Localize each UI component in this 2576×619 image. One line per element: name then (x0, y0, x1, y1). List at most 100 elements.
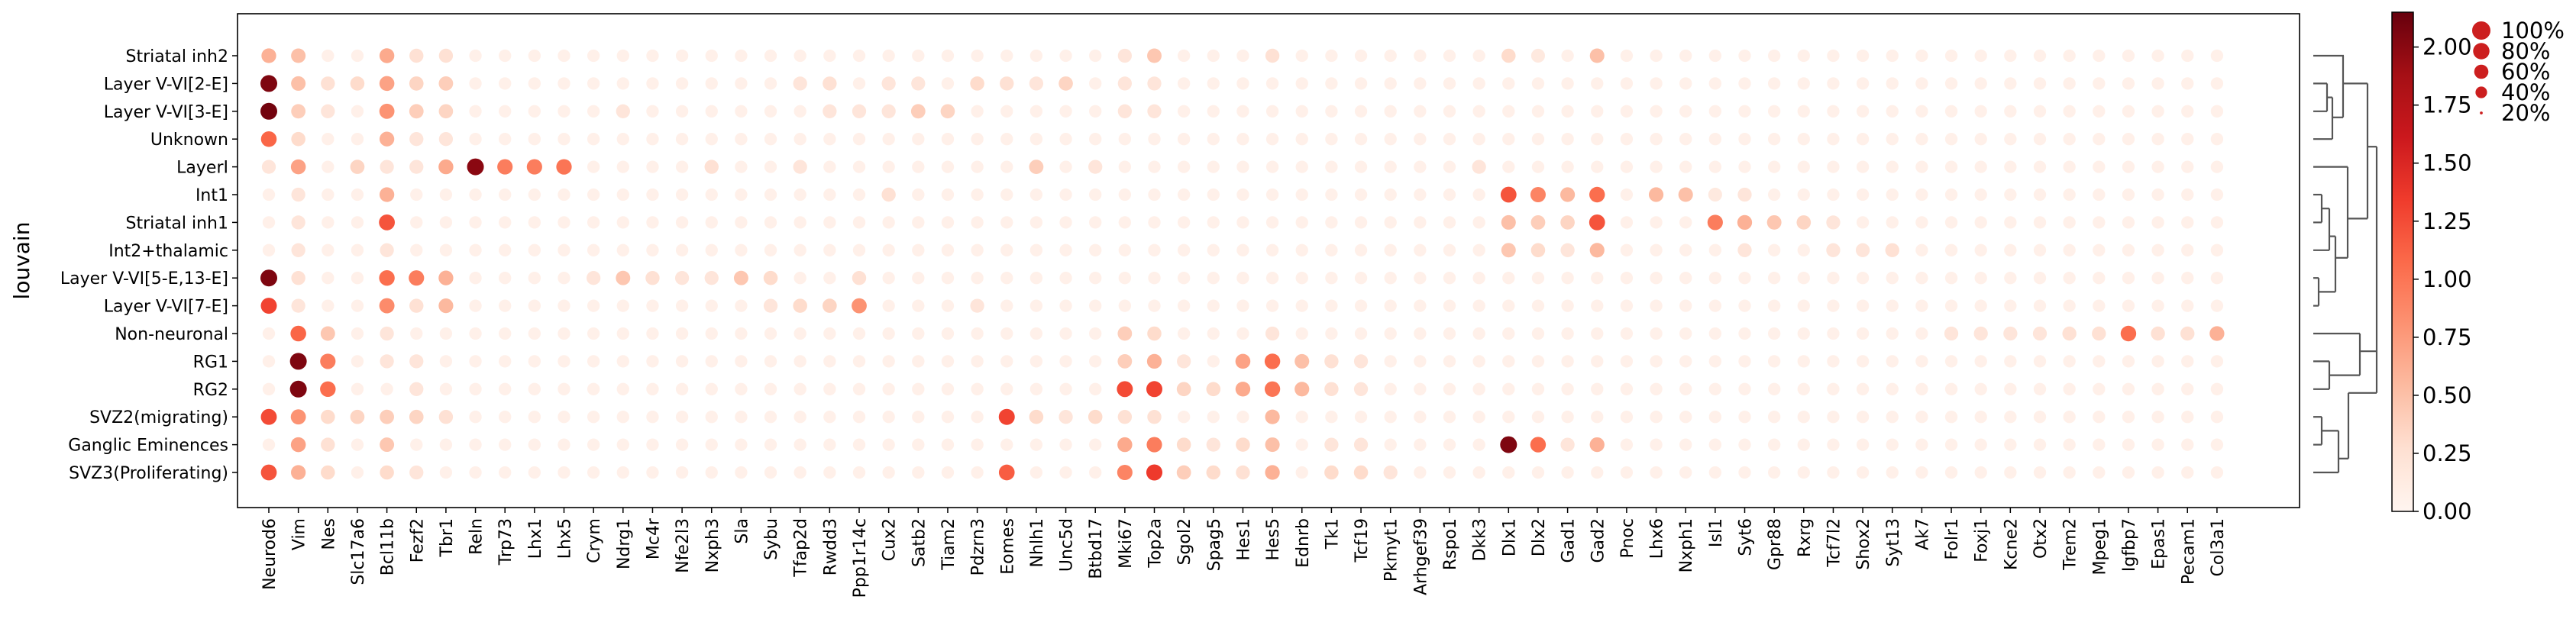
dot (262, 188, 276, 201)
dot (793, 133, 806, 146)
dot (2210, 272, 2224, 285)
dot (1059, 466, 1072, 479)
dot (1443, 272, 1456, 285)
dot (1325, 411, 1338, 424)
dot (1353, 465, 1369, 480)
dot (1443, 49, 1456, 63)
dot (1265, 77, 1279, 90)
dot (1915, 243, 1928, 256)
dot (1915, 299, 1928, 312)
column-label: Dlx1 (1500, 518, 1519, 556)
row-label: Layer V-VI[3-E] (104, 103, 228, 122)
dot (1856, 216, 1870, 229)
dot (2092, 326, 2106, 341)
size-legend-label: 80% (2501, 38, 2550, 64)
column-label: Pnoc (1618, 518, 1637, 558)
dot (1384, 160, 1397, 173)
dot (823, 160, 836, 173)
dot (409, 160, 424, 174)
dot (882, 160, 895, 173)
dot (1295, 272, 1308, 285)
dot (587, 216, 600, 229)
column-label: Kcne2 (2002, 518, 2021, 570)
dot (1738, 49, 1751, 63)
dot (1000, 272, 1013, 285)
dot (1915, 438, 1928, 451)
dot (1207, 355, 1220, 368)
dot (675, 160, 689, 173)
dot (1708, 466, 1722, 479)
dot (558, 188, 570, 201)
dot (1530, 215, 1546, 230)
dot (1620, 216, 1634, 229)
dot (971, 272, 984, 285)
dot (1414, 160, 1427, 173)
dot (2181, 438, 2194, 451)
dot (1530, 48, 1546, 63)
dot (291, 131, 305, 147)
dot (2181, 77, 2194, 90)
dot (852, 411, 866, 424)
dot (1589, 214, 1605, 231)
column-label: Nfe2l3 (674, 518, 693, 573)
dot (528, 49, 541, 63)
dot (971, 243, 984, 256)
column-label: Syt6 (1737, 518, 1756, 556)
dot (2004, 77, 2017, 90)
dot (1384, 327, 1397, 340)
dot (1796, 215, 1812, 230)
dot (675, 327, 689, 340)
column-label: Tbr1 (438, 518, 457, 557)
dot (1236, 272, 1249, 285)
dot (351, 382, 364, 395)
dot (1679, 466, 1692, 479)
dot (1000, 105, 1013, 118)
dot (764, 105, 777, 118)
dot (439, 188, 453, 201)
dot (322, 188, 335, 201)
dot (1147, 104, 1162, 118)
dot (616, 188, 629, 201)
dot (1530, 437, 1547, 453)
dot (1501, 243, 1516, 258)
dot (2063, 466, 2076, 479)
dot (409, 76, 424, 91)
dot (1000, 243, 1013, 256)
dot (380, 326, 394, 341)
dot (1414, 188, 1427, 201)
dot (1265, 326, 1280, 341)
dot (646, 327, 659, 340)
dot (1974, 49, 1987, 63)
dot (1325, 327, 1338, 340)
dot (912, 299, 925, 312)
dot (912, 355, 925, 368)
dot (912, 466, 925, 479)
dot (675, 382, 689, 395)
dot (941, 299, 955, 312)
dot (793, 272, 806, 285)
dot (351, 216, 364, 229)
dot (320, 381, 336, 397)
dot (2063, 438, 2076, 451)
dot (1029, 105, 1043, 118)
dot (260, 75, 277, 92)
dot (971, 49, 984, 63)
dot (912, 160, 925, 173)
dot (852, 188, 866, 201)
dot (1708, 355, 1722, 368)
dot (587, 271, 601, 285)
dot (1236, 465, 1250, 480)
dot (1472, 77, 1485, 90)
dot (1502, 382, 1515, 395)
dot (499, 216, 512, 229)
dot (1591, 327, 1604, 340)
dot (1886, 299, 1899, 312)
dot (1354, 49, 1368, 63)
dot (1414, 243, 1427, 256)
dot (1650, 438, 1663, 451)
dot (1146, 381, 1162, 398)
dot (1650, 411, 1663, 424)
dot (852, 104, 867, 118)
dot (852, 49, 866, 63)
dot (1059, 160, 1072, 173)
